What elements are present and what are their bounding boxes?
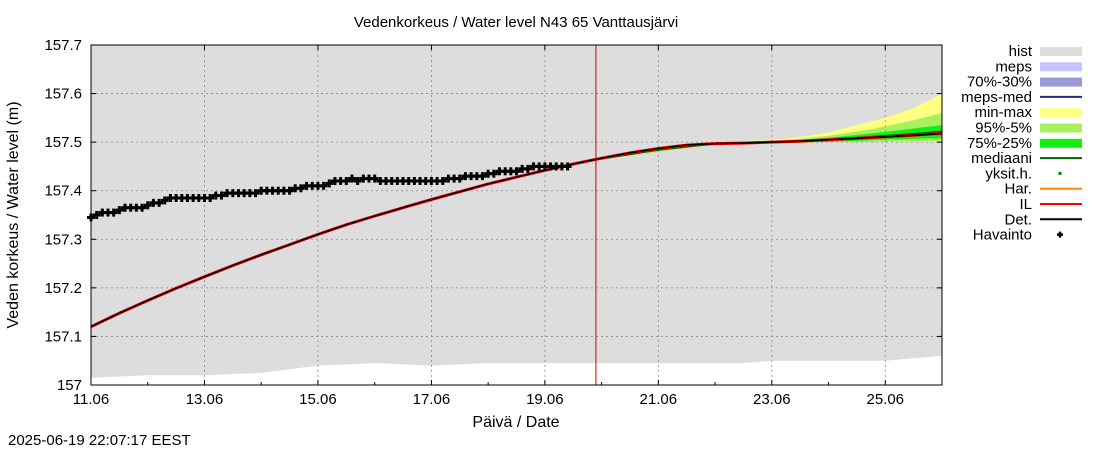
legend-label: meps-med — [961, 89, 1032, 106]
y-tick-label: 157.2 — [44, 280, 82, 297]
band-hist — [91, 45, 942, 378]
observation-point — [206, 194, 215, 202]
legend-label: Det. — [1004, 211, 1032, 228]
legend-label: meps — [995, 58, 1032, 75]
legend-item-p95_5: 95%-5% — [975, 120, 1082, 137]
legend-item-minmax: min-max — [974, 104, 1082, 121]
legend-item-det: Det. — [1004, 211, 1082, 228]
legend-label: IL — [1019, 196, 1032, 213]
observation-point — [512, 167, 521, 176]
observation-points — [87, 162, 572, 222]
legend-swatch — [1040, 47, 1082, 56]
observation-point — [347, 174, 356, 183]
observation-point — [319, 181, 328, 190]
legend: histmeps70%-30%meps-medmin-max95%-5%75%-… — [961, 43, 1082, 244]
legend-swatch — [1040, 62, 1082, 72]
observation-point — [296, 184, 305, 193]
y-tick-label: 157.5 — [44, 134, 82, 151]
x-tick-label: 17.06 — [413, 391, 451, 408]
observation-point — [138, 203, 147, 212]
observation-point — [143, 201, 152, 210]
legend-label: Har. — [1004, 181, 1032, 198]
y-tick-label: 157.7 — [44, 37, 82, 54]
legend-label: 70%-30% — [967, 74, 1032, 91]
observation-point — [251, 189, 260, 198]
legend-label: min-max — [974, 104, 1032, 121]
x-axis-title: Päivä / Date — [472, 414, 559, 431]
observation-point — [92, 211, 101, 219]
observation-point — [370, 174, 379, 183]
plot-frame — [90, 44, 943, 386]
legend-swatch — [1040, 138, 1082, 148]
data-lines — [90, 130, 943, 329]
legend-item-hist: hist — [1009, 43, 1082, 60]
observation-point — [155, 198, 164, 207]
y-axis-ticks: 157 157.1 157.2 157.3 157.4 157.5 157.6 157.7 — [44, 37, 942, 394]
legend-label: Havainto — [973, 227, 1032, 244]
legend-label: hist — [1009, 43, 1033, 60]
observation-point — [563, 162, 572, 171]
legend-label: yksit.h. — [985, 165, 1032, 182]
observation-point — [489, 169, 498, 178]
y-tick-label: 157 — [57, 377, 82, 394]
legend-item-har: Har. — [1004, 181, 1082, 198]
grid-lines — [91, 45, 942, 385]
y-tick-label: 157.4 — [44, 183, 82, 200]
observation-point — [109, 208, 118, 217]
y-tick-label: 157.6 — [44, 86, 82, 103]
legend-item-havainto: Havainto — [973, 227, 1063, 244]
observation-point — [342, 177, 351, 185]
legend-item-p70_30: 70%-30% — [967, 74, 1082, 91]
timestamp-label: 2025-06-19 22:07:17 EEST — [8, 432, 191, 449]
y-tick-label: 157.3 — [44, 231, 82, 248]
legend-label: 75%-25% — [967, 135, 1032, 152]
x-tick-label: 15.06 — [299, 391, 337, 408]
det-line — [90, 132, 943, 328]
legend-item-p75_25: 75%-25% — [967, 135, 1082, 152]
x-tick-label: 25.06 — [866, 391, 904, 408]
observation-point — [438, 177, 447, 185]
observation-point — [160, 196, 169, 205]
legend-item-yksith: yksit.h. — [985, 165, 1062, 182]
forecast-bands — [91, 45, 942, 378]
observation-point — [115, 206, 124, 215]
observation-point — [285, 186, 294, 195]
legend-item-meps: meps — [995, 58, 1082, 75]
observation-point — [325, 179, 334, 188]
observation-point — [478, 172, 487, 181]
legend-label: mediaani — [971, 150, 1032, 167]
y-axis-title: Veden korkeus / Water level (m) — [5, 101, 22, 328]
x-tick-label: 21.06 — [640, 391, 678, 408]
x-tick-label: 23.06 — [753, 391, 791, 408]
chart-title: Vedenkorkeus / Water level N43 65 Vantta… — [354, 14, 678, 31]
x-axis-ticks: 11.06 13.06 15.06 17.06 19.06 21.06 23.06 25.06 — [73, 45, 904, 408]
observation-point — [455, 174, 464, 183]
legend-label: 95%-5% — [975, 120, 1032, 137]
legend-swatch — [1040, 108, 1082, 118]
observation-point — [217, 191, 226, 200]
legend-item-meps_med: meps-med — [961, 89, 1082, 106]
legend-item-mediaani: mediaani — [971, 150, 1082, 167]
legend-swatch — [1058, 171, 1062, 175]
legend-swatch — [1040, 123, 1082, 133]
observation-point — [353, 177, 362, 185]
legend-swatch — [1040, 77, 1082, 87]
observation-point — [523, 164, 532, 173]
legend-item-il: IL — [1019, 196, 1082, 213]
x-tick-label: 11.06 — [73, 391, 109, 408]
y-tick-label: 157.1 — [44, 328, 82, 345]
x-tick-label: 13.06 — [186, 391, 224, 408]
x-tick-label: 19.06 — [526, 391, 564, 408]
